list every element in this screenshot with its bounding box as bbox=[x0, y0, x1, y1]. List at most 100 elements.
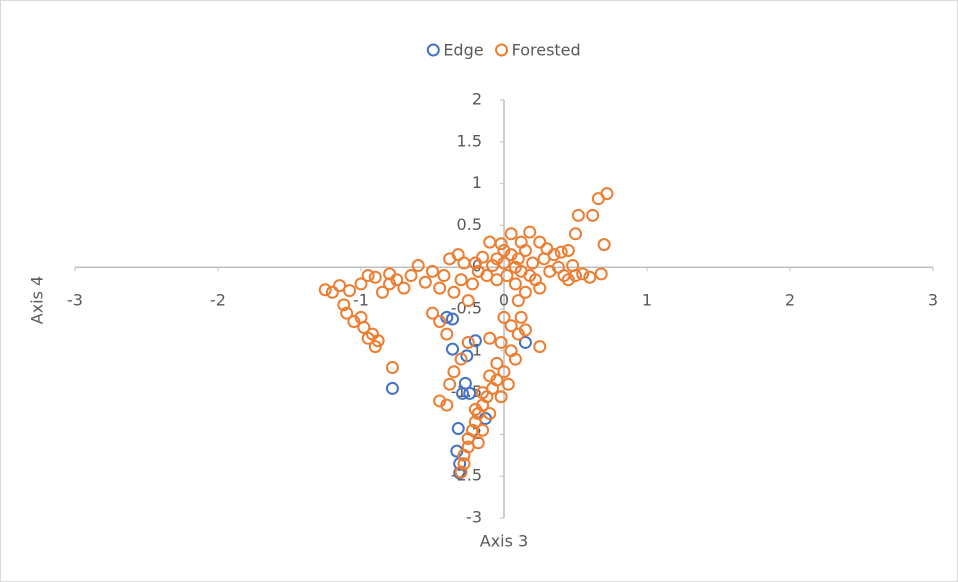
point bbox=[594, 267, 608, 281]
point bbox=[483, 331, 497, 345]
point bbox=[354, 277, 368, 291]
point bbox=[490, 252, 504, 266]
point bbox=[463, 386, 477, 400]
legend: Edge Forested bbox=[426, 41, 581, 60]
point bbox=[569, 227, 582, 241]
point bbox=[561, 273, 575, 287]
point bbox=[347, 315, 361, 329]
point bbox=[518, 323, 532, 337]
point bbox=[483, 407, 497, 420]
x-tick-label: -2 bbox=[210, 291, 226, 310]
x-tick-label: -1 bbox=[353, 291, 369, 310]
point bbox=[357, 320, 371, 334]
point bbox=[504, 319, 518, 333]
point bbox=[586, 208, 600, 222]
point bbox=[523, 225, 537, 239]
y-tick-label: 1.5 bbox=[457, 131, 482, 150]
point bbox=[508, 352, 522, 366]
point bbox=[450, 444, 464, 458]
point bbox=[340, 306, 354, 320]
point bbox=[457, 457, 471, 471]
point bbox=[497, 243, 511, 257]
x-tick-label: 0 bbox=[499, 291, 509, 310]
point bbox=[497, 310, 511, 324]
point bbox=[446, 342, 460, 356]
point bbox=[583, 270, 597, 284]
point bbox=[461, 335, 475, 349]
point bbox=[461, 294, 475, 308]
point bbox=[571, 208, 585, 222]
point bbox=[447, 285, 461, 299]
point bbox=[371, 334, 385, 348]
point bbox=[476, 423, 490, 437]
legend-marker bbox=[426, 43, 440, 57]
point bbox=[518, 285, 532, 299]
point bbox=[504, 248, 518, 262]
point bbox=[440, 310, 454, 324]
point bbox=[443, 377, 457, 391]
legend-marker bbox=[495, 43, 509, 57]
point bbox=[456, 386, 470, 400]
point bbox=[500, 269, 514, 283]
point bbox=[343, 284, 357, 298]
x-tick-label: 2 bbox=[785, 291, 795, 310]
point bbox=[411, 259, 425, 273]
point bbox=[451, 422, 465, 436]
x-tick-label: 1 bbox=[642, 291, 652, 310]
point bbox=[433, 394, 447, 408]
point bbox=[547, 248, 561, 262]
point bbox=[337, 298, 351, 312]
point bbox=[468, 402, 482, 416]
point bbox=[526, 256, 540, 270]
point bbox=[533, 235, 547, 249]
point bbox=[561, 243, 575, 257]
point bbox=[433, 315, 447, 329]
x-tick-label: -3 bbox=[67, 291, 83, 310]
legend-label: Forested bbox=[512, 41, 581, 60]
point bbox=[508, 277, 522, 291]
point bbox=[318, 283, 332, 297]
point bbox=[426, 264, 439, 278]
point bbox=[454, 273, 468, 287]
point bbox=[476, 250, 490, 264]
point bbox=[440, 398, 454, 412]
point bbox=[533, 281, 547, 295]
point bbox=[451, 248, 465, 262]
y-tick-label: -3 bbox=[466, 508, 482, 527]
point bbox=[511, 327, 525, 341]
point bbox=[523, 269, 537, 283]
point bbox=[494, 237, 508, 251]
point bbox=[514, 310, 528, 324]
point bbox=[494, 390, 508, 404]
point bbox=[437, 269, 451, 283]
point bbox=[497, 256, 511, 270]
x-tick-label: 3 bbox=[928, 291, 938, 310]
point bbox=[433, 281, 447, 295]
point bbox=[511, 294, 525, 308]
point bbox=[440, 327, 454, 341]
point bbox=[468, 415, 482, 429]
point bbox=[426, 306, 439, 320]
point bbox=[501, 377, 515, 391]
point bbox=[325, 285, 339, 299]
point bbox=[471, 436, 485, 450]
point bbox=[390, 273, 404, 287]
point bbox=[490, 356, 504, 370]
point bbox=[518, 243, 532, 257]
point bbox=[368, 270, 382, 284]
y-tick-label: 0.5 bbox=[457, 215, 482, 234]
point bbox=[385, 381, 399, 395]
point bbox=[518, 335, 532, 349]
point bbox=[576, 267, 590, 281]
point bbox=[418, 275, 432, 289]
point bbox=[533, 340, 547, 354]
point bbox=[466, 277, 480, 291]
point bbox=[361, 269, 375, 283]
y-axis-title: Axis 4 bbox=[28, 276, 47, 324]
point bbox=[447, 365, 461, 379]
point bbox=[397, 281, 411, 295]
point bbox=[600, 187, 614, 201]
point bbox=[566, 259, 580, 273]
point bbox=[454, 465, 468, 479]
